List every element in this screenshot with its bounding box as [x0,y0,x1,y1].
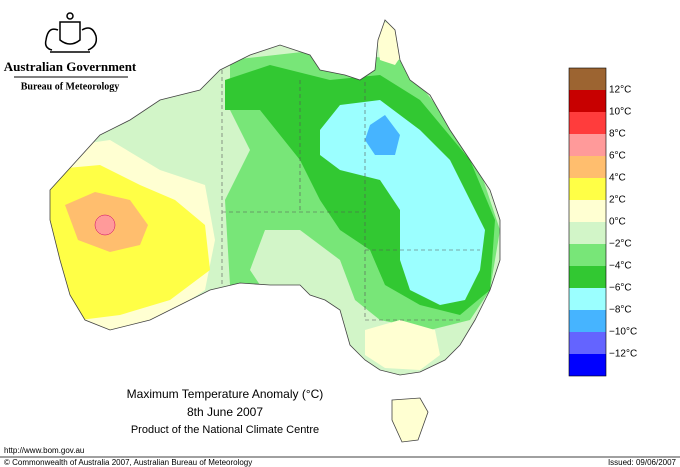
legend-swatch [569,134,606,156]
issued: Issued: 09/06/2007 [608,458,677,467]
legend-swatch [569,112,606,134]
emblem [44,12,98,53]
bureau: Bureau of Meteorology [21,81,120,92]
legend-label: 4°C [609,173,626,184]
legend-label: −10°C [609,327,637,338]
legend-swatch [569,332,606,354]
url: http://www.bom.gov.au [4,446,84,455]
legend-label: −6°C [609,283,632,294]
legend-swatch [569,310,606,332]
legend-label: 0°C [609,217,626,228]
legend-swatch [569,244,606,266]
legend-label: 12°C [609,85,631,96]
legend-swatch [569,68,606,90]
legend-label: −12°C [609,349,637,360]
map-date: 8th June 2007 [187,405,263,419]
legend: 12°C 10°C 8°C 6°C 4°C 2°C 0°C −2°C −4°C −6°C −8°C −… [568,67,637,377]
legend-swatch [569,178,606,200]
legend-label: −8°C [609,305,632,316]
legend-swatch [569,266,606,288]
map-title: Maximum Temperature Anomaly (°C) [127,387,324,401]
map [49,19,501,443]
legend-swatch [569,90,606,112]
legend-label: −4°C [609,261,632,272]
legend-label: −2°C [609,239,632,250]
copyright: © Commonwealth of Australia 2007, Austra… [4,458,252,467]
legend-swatch [569,200,606,222]
legend-swatch [569,222,606,244]
legend-swatch [569,288,606,310]
legend-frame [568,67,607,377]
legend-swatch [569,156,606,178]
legend-swatch [569,354,606,376]
map-product: Product of the National Climate Centre [131,424,319,436]
legend-label: 8°C [609,129,626,140]
legend-label: 6°C [609,151,626,162]
legend-label: 2°C [609,195,626,206]
government: Australian Government [4,59,137,74]
legend-label: 10°C [609,107,631,118]
